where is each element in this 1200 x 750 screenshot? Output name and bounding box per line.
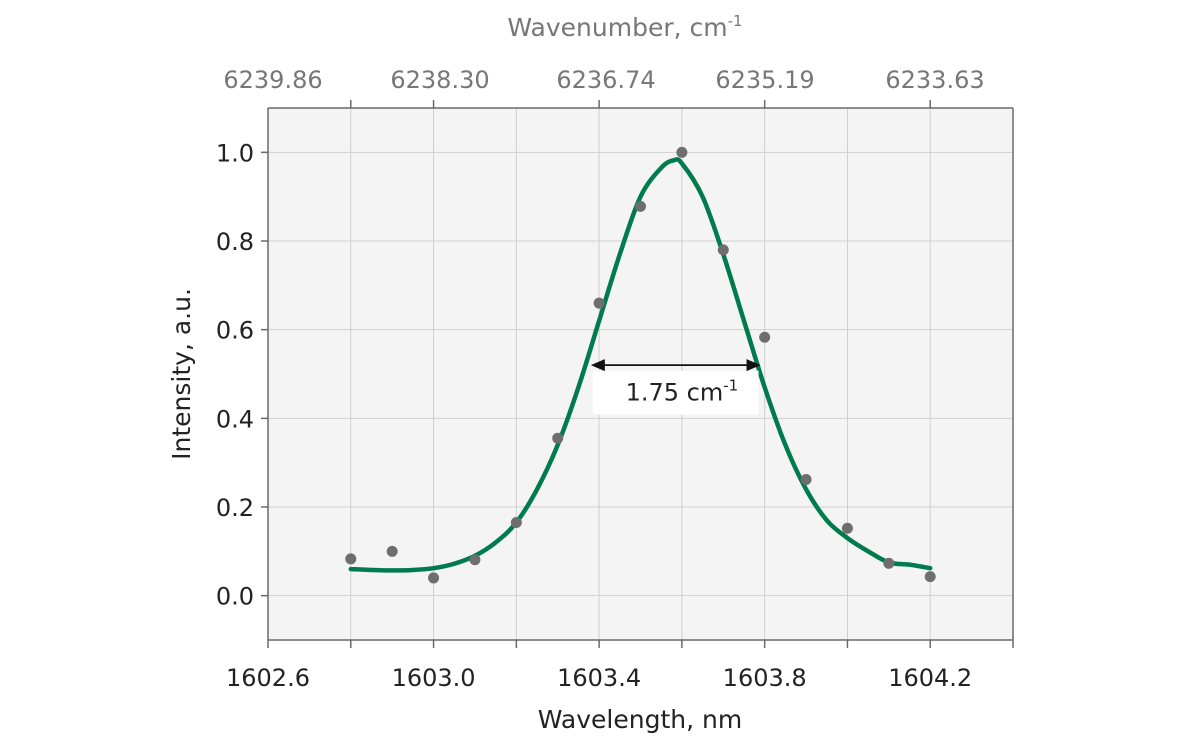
top-tick-label: 6233.63 [885, 66, 984, 94]
y-axis-label: Intensity, a.u. [167, 288, 196, 460]
y-tick-label: 0.0 [216, 583, 254, 611]
data-point [717, 244, 729, 256]
top-tick-label: 6239.86 [223, 66, 322, 94]
top-axis-label-text: Wavenumber, cm [507, 13, 727, 42]
y-tick-label: 1.0 [216, 139, 254, 167]
x-axis-label: Wavelength, nm [538, 705, 742, 734]
top-axis-label-sup: -1 [728, 12, 743, 30]
data-point [800, 474, 812, 486]
x-tick-label: 1603.8 [723, 664, 807, 692]
tick-labels: 1602.6 1603.0 1603.4 1603.8 1604.2 0.0 0.2 0.4 0… [216, 66, 985, 692]
x-tick-label: 1603.4 [557, 664, 641, 692]
data-point [676, 146, 688, 158]
x-tick-label: 1603.0 [392, 664, 476, 692]
data-points [345, 146, 936, 584]
fwhm-arrow-head-right [746, 359, 761, 372]
fit-curve-group [348, 157, 933, 573]
data-point [510, 517, 522, 529]
fwhm-annotation: 1.75 cm-1 [590, 359, 761, 415]
data-point [635, 200, 646, 212]
data-point [428, 572, 440, 584]
fit-curve [348, 157, 933, 573]
annotation-label-background [592, 370, 759, 415]
x-tick-label: 1602.6 [226, 664, 310, 692]
top-tick-label: 6235.19 [715, 66, 814, 94]
data-point [593, 297, 605, 309]
fwhm-annotation-text: 1.75 cm-1 [626, 377, 739, 407]
axes [261, 100, 1014, 648]
top-axis-label: Wavenumber, cm-1 [507, 12, 742, 42]
top-tick-label: 6238.30 [390, 66, 489, 94]
grid-lines [268, 108, 1013, 640]
data-point [883, 557, 895, 569]
top-tick-label: 6236.74 [556, 66, 655, 94]
y-tick-label: 0.2 [216, 494, 254, 522]
data-point [759, 331, 771, 343]
data-point [552, 432, 564, 444]
fwhm-annotation-value: 1.75 cm [626, 379, 724, 407]
data-point [841, 522, 853, 534]
data-point [469, 554, 481, 566]
fwhm-annotation-sup: -1 [723, 377, 738, 395]
data-point [924, 571, 936, 583]
data-point [345, 553, 357, 565]
data-point [386, 545, 398, 557]
y-tick-label: 0.8 [216, 228, 254, 256]
fwhm-arrow-head-left [590, 359, 605, 372]
y-tick-label: 0.6 [216, 317, 254, 345]
y-tick-label: 0.4 [216, 405, 254, 433]
x-tick-label: 1604.2 [888, 664, 972, 692]
